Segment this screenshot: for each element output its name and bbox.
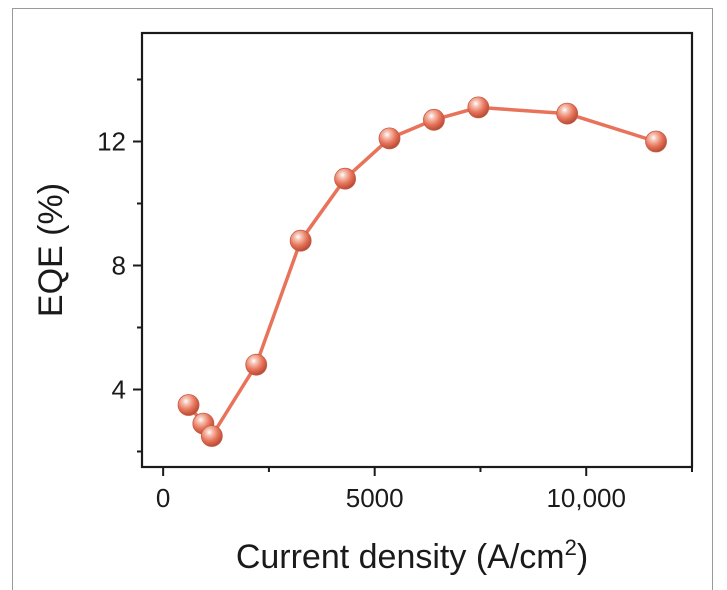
eqe-series-line [187,105,657,438]
data-point [378,127,401,150]
y-axis-ticks: 4 8 12 [97,78,142,453]
data-point [334,167,356,190]
data-point [289,229,312,252]
data-point [177,394,200,416]
x-tick-label: 5000 [346,483,404,513]
y-tick-label: 4 [112,375,126,405]
data-point [467,96,490,119]
x-axis-ticks: 0 5000 10,000 [156,467,693,513]
data-point [423,108,445,131]
x-axis-label: Current density (A/cm2) [236,535,588,576]
plot-area [140,31,694,469]
x-tick-label: 0 [156,483,170,513]
data-point [645,130,667,153]
data-point [200,425,223,447]
data-point [245,353,268,376]
y-tick-label: 8 [112,251,126,281]
y-axis-label: EQE (%) [32,183,70,317]
data-point [556,102,579,125]
x-tick-label: 10,000 [546,483,626,513]
eqe-data-points [177,96,667,447]
y-tick-label: 12 [97,127,126,157]
x-axis-label-superscript: 2 [565,535,577,560]
figure-frame [12,8,713,590]
